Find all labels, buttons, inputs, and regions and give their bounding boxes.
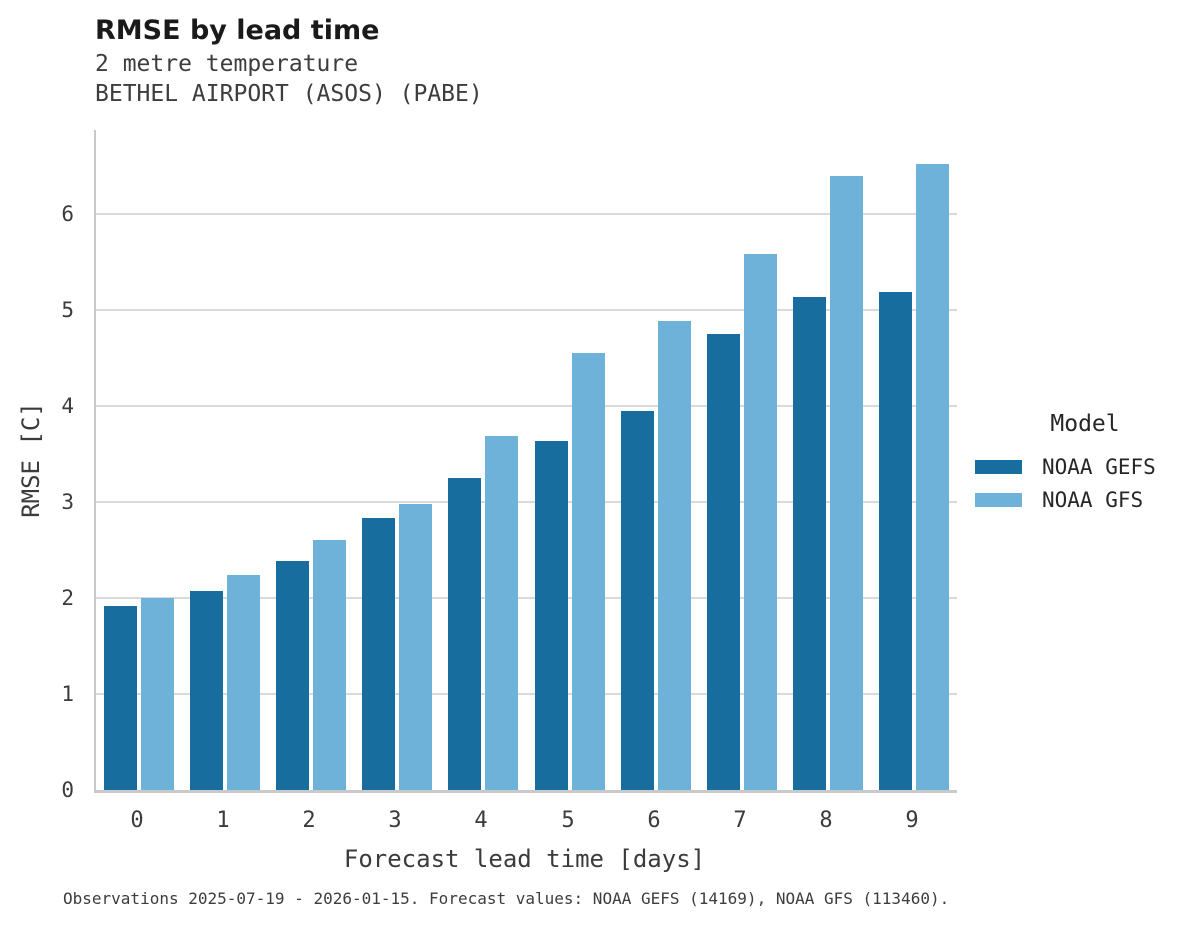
bar-noaa-gefs-lead-6 (621, 411, 654, 790)
bar-noaa-gefs-lead-9 (879, 292, 912, 790)
bar-noaa-gfs-lead-7 (744, 254, 777, 790)
x-tick-label-0: 0 (130, 808, 144, 833)
bar-noaa-gefs-lead-8 (793, 297, 826, 790)
y-tick-label-1: 1 (61, 681, 74, 706)
bar-noaa-gefs-lead-5 (535, 441, 568, 790)
gridline-y-1 (96, 692, 957, 695)
x-tick-label-4: 4 (474, 808, 488, 833)
legend-label-noaa-gfs: NOAA GFS (1042, 487, 1144, 512)
bar-noaa-gfs-lead-3 (399, 504, 432, 790)
chart-subtitle-station: BETHEL AIRPORT (ASOS) (PABE) (95, 81, 483, 107)
bar-noaa-gfs-lead-6 (658, 321, 691, 790)
legend-swatch-noaa-gefs (975, 459, 1022, 474)
bar-noaa-gefs-lead-4 (448, 478, 481, 790)
chart-title: RMSE by lead time (95, 15, 380, 46)
y-tick-label-3: 3 (61, 489, 74, 514)
x-tick-label-2: 2 (302, 808, 316, 833)
bar-noaa-gfs-lead-5 (572, 353, 605, 790)
y-tick-label-6: 6 (61, 201, 74, 226)
x-axis-title: Forecast lead time [days] (343, 845, 706, 873)
bar-noaa-gefs-lead-3 (362, 518, 395, 790)
bar-noaa-gfs-lead-8 (830, 176, 863, 790)
bar-noaa-gefs-lead-2 (276, 561, 309, 790)
gridline-y-6 (96, 212, 957, 215)
gridline-y-4 (96, 404, 957, 407)
bar-noaa-gefs-lead-7 (707, 334, 740, 790)
bar-noaa-gfs-lead-2 (313, 540, 346, 790)
bar-noaa-gfs-lead-1 (227, 575, 260, 790)
bar-noaa-gefs-lead-0 (104, 606, 137, 790)
y-tick-label-2: 2 (61, 585, 74, 610)
y-tick-label-4: 4 (61, 393, 74, 418)
legend-entry-noaa-gefs: NOAA GEFS (975, 450, 1185, 483)
bar-noaa-gfs-lead-4 (485, 436, 518, 790)
x-tick-label-1: 1 (216, 808, 230, 833)
legend-title: Model (1050, 411, 1120, 437)
plot-area (94, 130, 957, 793)
gridline-y-5 (96, 308, 957, 311)
y-tick-label-5: 5 (61, 297, 74, 322)
x-tick-label-3: 3 (388, 808, 402, 833)
footer-caption: Observations 2025-07-19 - 2026-01-15. Fo… (63, 889, 950, 908)
gridline-y-3 (96, 500, 957, 503)
x-tick-label-9: 9 (905, 808, 919, 833)
x-tick-label-7: 7 (733, 808, 747, 833)
x-tick-label-8: 8 (819, 808, 833, 833)
bar-noaa-gfs-lead-0 (141, 598, 174, 790)
x-tick-label-6: 6 (647, 808, 661, 833)
legend-swatch-noaa-gfs (975, 492, 1022, 507)
legend-entry-noaa-gfs: NOAA GFS (975, 483, 1185, 516)
legend: Model NOAA GEFS NOAA GFS (975, 411, 1185, 516)
chart-subtitle-parameter: 2 metre temperature (95, 51, 359, 77)
bar-noaa-gfs-lead-9 (916, 164, 949, 790)
y-tick-label-0: 0 (61, 778, 74, 802)
x-tick-label-5: 5 (561, 808, 575, 833)
legend-label-noaa-gefs: NOAA GEFS (1042, 454, 1156, 479)
gridline-y-2 (96, 596, 957, 599)
bar-noaa-gefs-lead-1 (190, 591, 223, 790)
